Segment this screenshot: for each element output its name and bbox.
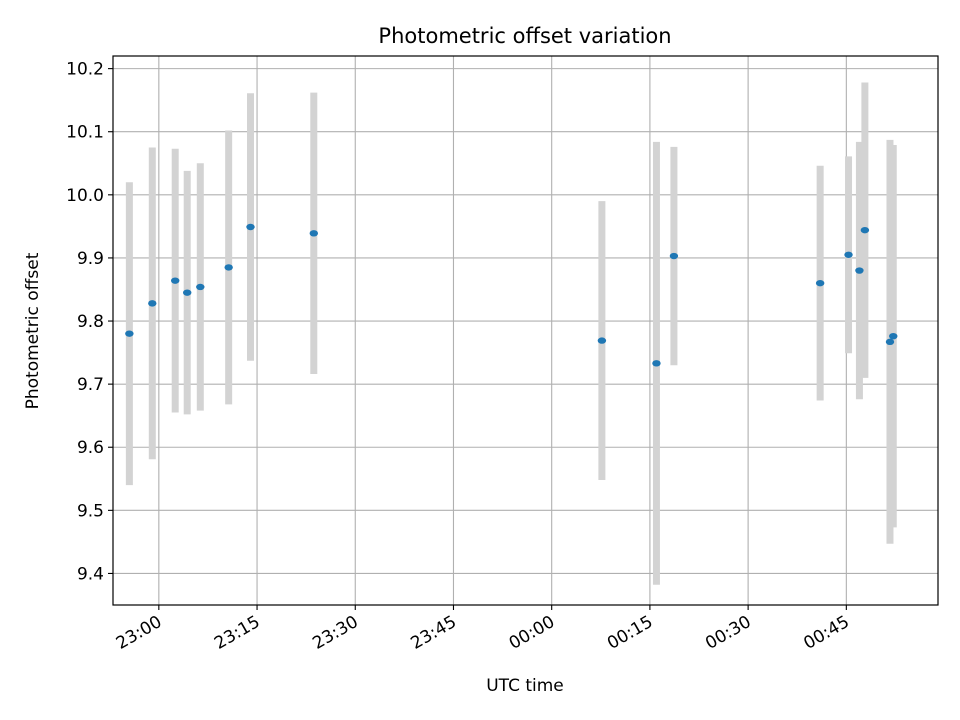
plot-frame bbox=[112, 55, 939, 606]
x-axis-title: UTC time bbox=[486, 676, 564, 696]
data-point bbox=[855, 267, 864, 274]
y-tick-label: 9.5 bbox=[77, 501, 104, 521]
y-tick-label: 9.9 bbox=[77, 249, 104, 269]
chart-title: Photometric offset variation bbox=[378, 24, 671, 48]
y-tick-label: 9.4 bbox=[77, 564, 104, 584]
data-point bbox=[148, 300, 157, 307]
data-point bbox=[597, 337, 607, 344]
data-point bbox=[183, 289, 192, 296]
y-tick-label: 9.6 bbox=[77, 438, 104, 458]
data-points bbox=[125, 223, 898, 367]
y-tick-label: 10.2 bbox=[66, 60, 104, 80]
data-point bbox=[860, 226, 870, 234]
y-tick-label: 10.0 bbox=[66, 186, 104, 206]
data-point bbox=[125, 330, 134, 337]
y-tick-label: 9.8 bbox=[77, 312, 104, 332]
data-point bbox=[196, 283, 205, 291]
data-point bbox=[246, 223, 255, 231]
data-point bbox=[844, 251, 853, 258]
data-point bbox=[309, 230, 318, 237]
data-point bbox=[652, 360, 661, 367]
y-tick-label: 10.1 bbox=[66, 123, 104, 143]
y-tick-label: 9.7 bbox=[77, 375, 104, 395]
data-point bbox=[171, 277, 180, 284]
y-axis-ticks: 9.4 9.5 9.6 9.7 9.8 9.9 10.0 10.1 10.2 bbox=[66, 60, 113, 584]
data-point bbox=[889, 332, 898, 340]
data-point bbox=[885, 338, 895, 346]
data-point bbox=[669, 252, 679, 260]
y-axis-title: Photometric offset bbox=[23, 252, 43, 409]
data-point bbox=[815, 279, 825, 287]
data-point bbox=[224, 264, 233, 271]
